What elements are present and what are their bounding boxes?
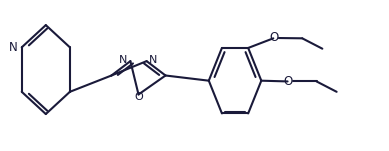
Text: N: N: [9, 41, 18, 54]
Text: O: O: [134, 92, 143, 102]
Text: O: O: [270, 31, 279, 44]
Text: O: O: [284, 75, 293, 88]
Text: N: N: [149, 55, 158, 65]
Text: N: N: [119, 55, 128, 65]
